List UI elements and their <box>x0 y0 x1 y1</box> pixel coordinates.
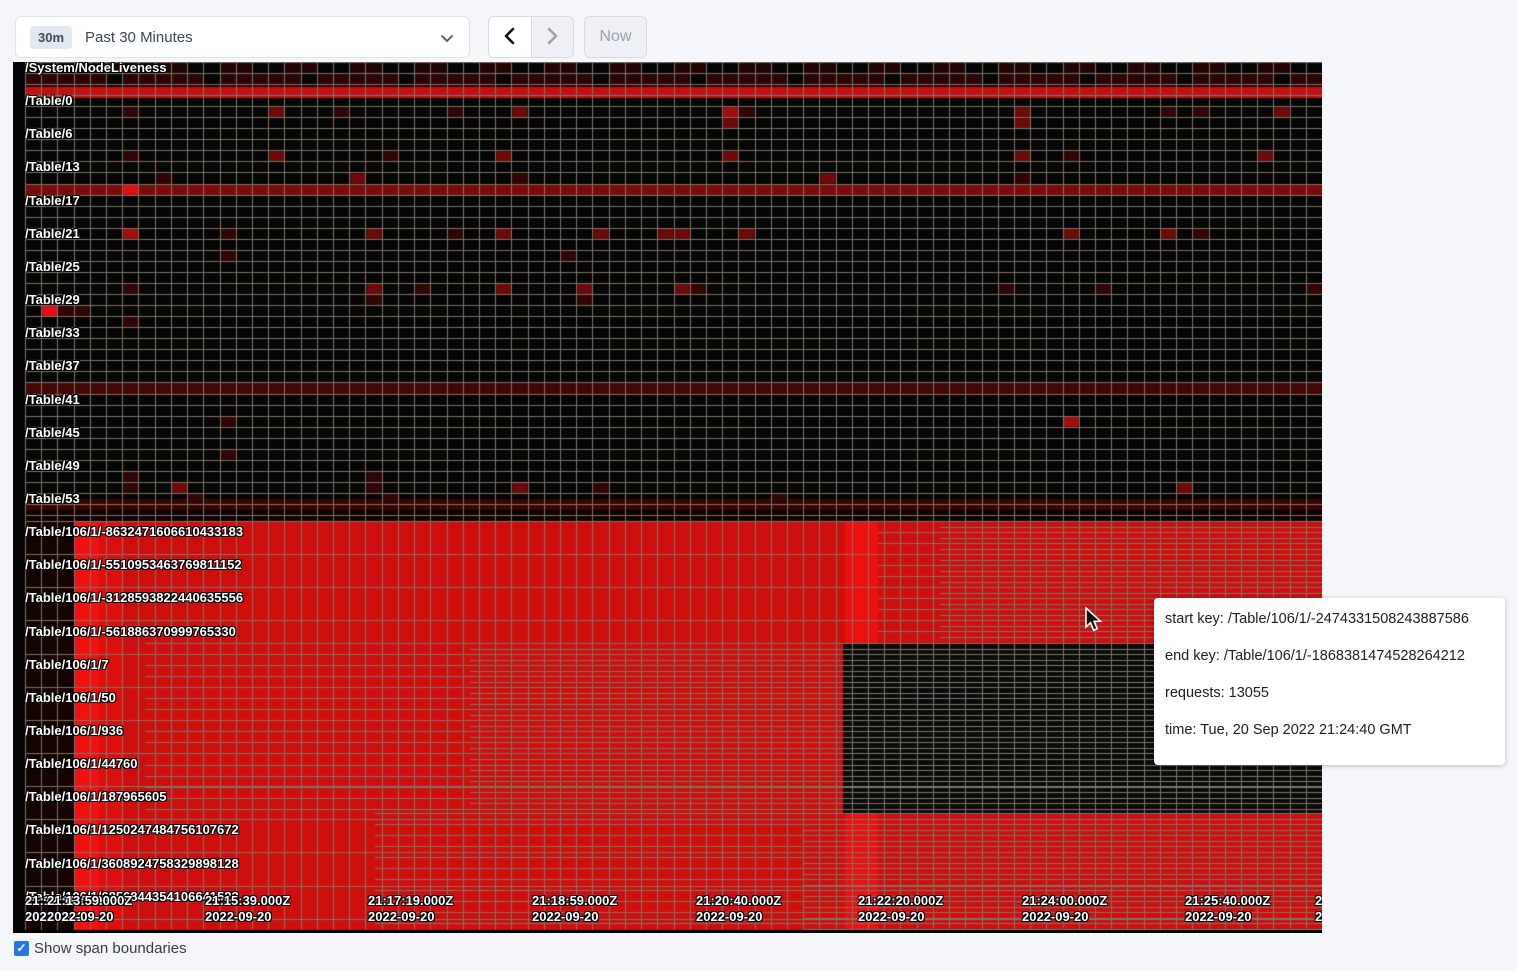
prev-button[interactable] <box>489 17 531 57</box>
tooltip-start-key: start key: /Table/106/1/-247433150824388… <box>1165 611 1469 627</box>
time-range-label: Past 30 Minutes <box>85 28 193 46</box>
tooltip-requests: requests: 13055 <box>1165 685 1269 701</box>
tooltip-time: time: Tue, 20 Sep 2022 21:24:40 GMT <box>1165 722 1412 738</box>
chevron-left-icon <box>501 27 519 48</box>
time-nav-group <box>488 16 574 58</box>
key-visualizer-heatmap[interactable] <box>13 62 1322 933</box>
show-span-boundaries-label: Show span boundaries <box>34 940 187 957</box>
chevron-right-icon <box>543 27 561 48</box>
show-span-boundaries-checkbox[interactable]: ✓ <box>14 941 29 956</box>
chevron-down-icon <box>439 30 455 51</box>
tooltip-end-key: end key: /Table/106/1/-18683814745282642… <box>1165 648 1465 664</box>
next-button[interactable] <box>530 17 573 57</box>
time-range-dropdown[interactable]: 30m Past 30 Minutes <box>15 16 470 58</box>
now-button[interactable]: Now <box>584 16 647 58</box>
key-visualizer: /System/NodeLiveness/Table/0/Table/6/Tab… <box>13 62 1322 933</box>
toolbar: 30m Past 30 Minutes Now <box>0 0 1517 62</box>
show-span-boundaries-toggle[interactable]: ✓ Show span boundaries <box>14 940 187 957</box>
cell-tooltip: start key: /Table/106/1/-247433150824388… <box>1154 598 1505 765</box>
time-range-badge: 30m <box>30 25 73 49</box>
